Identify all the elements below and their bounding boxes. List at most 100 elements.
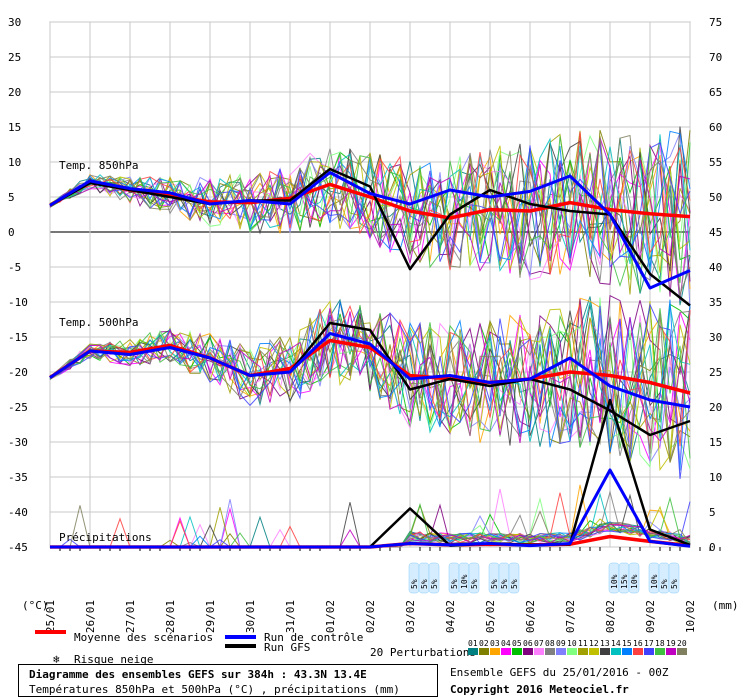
t850-gfs-line bbox=[49, 167, 691, 307]
perturbation-swatch bbox=[556, 648, 566, 655]
section-label: Précipitations bbox=[59, 531, 152, 544]
perturbation-swatch bbox=[567, 648, 577, 655]
y-tick-left: -20 bbox=[8, 366, 28, 379]
x-tick-label: 01/02 bbox=[324, 600, 337, 633]
x-tick-label: 26/01 bbox=[84, 600, 97, 633]
perturbation-number: 05 bbox=[512, 639, 522, 648]
perturbation-swatch bbox=[622, 648, 632, 655]
x-tick-label: 02/02 bbox=[364, 600, 377, 633]
snow-risk-markers: 5% 5% 5% 5% 10% 5% 5% 5% 5% 10% 15% 10% 10% 5% 5% bbox=[408, 562, 680, 594]
perturbation-swatch bbox=[479, 648, 489, 655]
y-tick-right: 60 bbox=[709, 121, 722, 134]
snow-risk-pct: 5% bbox=[510, 579, 519, 589]
axes: 302520151050-5-10-15-20-25-30-35-40-4575… bbox=[8, 16, 739, 633]
y-tick-right: 35 bbox=[709, 296, 722, 309]
y-tick-right: 25 bbox=[709, 366, 722, 379]
snow-risk-pct: 5% bbox=[420, 579, 429, 589]
perturbation-number: 11 bbox=[578, 639, 588, 648]
y-tick-left: 5 bbox=[8, 191, 15, 204]
t500-control-line bbox=[49, 332, 691, 409]
y-tick-left: -10 bbox=[8, 296, 28, 309]
y-axis-left-label: (°C) bbox=[22, 599, 49, 612]
legend-snow-label: Risque neige bbox=[74, 653, 153, 666]
y-tick-left: 25 bbox=[8, 51, 21, 64]
y-tick-right: 15 bbox=[709, 436, 722, 449]
perturbation-number: 08 bbox=[545, 639, 555, 648]
perturbation-line bbox=[49, 308, 691, 443]
snow-icon: ❄ bbox=[53, 653, 60, 666]
perturbation-swatch bbox=[666, 648, 676, 655]
snow-risk-pct: 5% bbox=[450, 579, 459, 589]
y-tick-right: 45 bbox=[709, 226, 722, 239]
perturbation-number: 04 bbox=[501, 639, 511, 648]
legend: Moyenne des scénarios Run de contrôleRun … bbox=[35, 630, 687, 666]
x-tick-label: 31/01 bbox=[284, 600, 297, 633]
perturbation-number: 12 bbox=[589, 639, 599, 648]
y-tick-left: 10 bbox=[8, 156, 21, 169]
perturbation-line bbox=[49, 301, 691, 442]
snow-risk-pct: 10% bbox=[610, 574, 619, 589]
perturbation-number: 01 bbox=[468, 639, 478, 648]
y-axis-right-label: (mm) bbox=[712, 599, 739, 612]
snow-marker-bg bbox=[628, 562, 640, 594]
copyright: Copyright 2016 Meteociel.fr bbox=[450, 683, 629, 696]
precip-control-line bbox=[50, 468, 691, 549]
y-tick-left: -45 bbox=[8, 541, 28, 554]
perturbation-number: 10 bbox=[567, 639, 577, 648]
perturbation-swatch bbox=[611, 648, 621, 655]
run-label: Ensemble GEFS du 25/01/2016 - 00Z bbox=[450, 666, 669, 679]
snow-risk-pct: 10% bbox=[460, 574, 469, 589]
perturbation-line bbox=[49, 134, 691, 295]
perturbation-line bbox=[49, 142, 691, 268]
x-tick-label: 30/01 bbox=[244, 600, 257, 633]
perturbation-swatch bbox=[490, 648, 500, 655]
section-label: Temp. 500hPa bbox=[59, 316, 138, 329]
x-tick-label: 27/01 bbox=[124, 600, 137, 633]
x-tick-label: 10/02 bbox=[684, 600, 697, 633]
y-tick-left: -40 bbox=[8, 506, 28, 519]
x-tick-label: 03/02 bbox=[404, 600, 417, 633]
y-tick-right: 20 bbox=[709, 401, 722, 414]
perturbation-number: 13 bbox=[600, 639, 610, 648]
perturbation-number: 09 bbox=[556, 639, 566, 648]
legend-control-label: Run de contrôle bbox=[264, 631, 363, 644]
snow-marker-bg bbox=[468, 562, 480, 594]
y-tick-right: 65 bbox=[709, 86, 722, 99]
legend-perturbations-label: 20 Perturbations bbox=[370, 646, 476, 659]
footer-title-box: Diagramme des ensembles GEFS sur 384h : … bbox=[18, 664, 438, 697]
perturbation-number: 02 bbox=[479, 639, 489, 648]
snow-risk-pct: 5% bbox=[490, 579, 499, 589]
perturbation-swatch bbox=[589, 648, 599, 655]
snow-marker-bg bbox=[668, 562, 680, 594]
perturbation-number: 03 bbox=[490, 639, 500, 648]
y-tick-left: -15 bbox=[8, 331, 28, 344]
y-tick-right: 50 bbox=[709, 191, 722, 204]
snow-risk-pct: 5% bbox=[430, 579, 439, 589]
perturbation-line bbox=[49, 313, 691, 462]
legend-gfs-label: Run GFS bbox=[264, 641, 310, 654]
x-tick-label: 25/01 bbox=[44, 600, 57, 633]
snow-risk-pct: 15% bbox=[620, 574, 629, 589]
perturbation-swatch bbox=[534, 648, 544, 655]
chart-title: Diagramme des ensembles GEFS sur 384h : … bbox=[29, 668, 367, 681]
perturbation-number: 07 bbox=[534, 639, 544, 648]
perturbation-number: 14 bbox=[611, 639, 621, 648]
perturbation-number: 16 bbox=[633, 639, 643, 648]
perturbation-swatch bbox=[523, 648, 533, 655]
snow-risk-pct: 5% bbox=[500, 579, 509, 589]
perturbation-swatch bbox=[633, 648, 643, 655]
legend-mean-label: Moyenne des scénarios bbox=[74, 631, 213, 644]
t850-control-line bbox=[49, 171, 691, 290]
perturbation-swatch bbox=[644, 648, 654, 655]
section-label: Temp. 850hPa bbox=[59, 159, 138, 172]
snow-risk-pct: 10% bbox=[630, 574, 639, 589]
y-tick-left: -5 bbox=[8, 261, 21, 274]
x-tick-label: 09/02 bbox=[644, 600, 657, 633]
perturbation-swatch bbox=[578, 648, 588, 655]
perturbation-number: 19 bbox=[666, 639, 676, 648]
snow-marker-bg bbox=[428, 562, 440, 594]
y-tick-left: -35 bbox=[8, 471, 28, 484]
y-tick-right: 0 bbox=[709, 541, 716, 554]
perturbation-number: 18 bbox=[655, 639, 665, 648]
snow-risk-pct: 5% bbox=[410, 579, 419, 589]
